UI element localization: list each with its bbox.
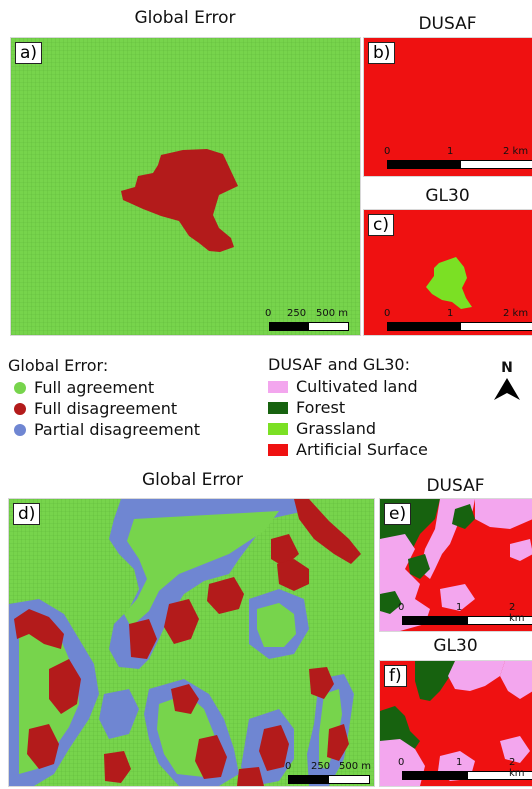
map-d-svg bbox=[9, 499, 374, 786]
panel-label-b: b) bbox=[368, 42, 396, 64]
full-agreement-swatch bbox=[14, 381, 26, 394]
legend-item-label: Full agreement bbox=[34, 378, 155, 397]
scale-label-a-0: 0 bbox=[265, 308, 272, 319]
full-disagreement-swatch bbox=[14, 402, 26, 415]
map-panel-c-gl30: c) 0 1 2 km bbox=[363, 209, 532, 336]
cultivated-swatch bbox=[268, 380, 288, 393]
scale-label-f-2: 2 km bbox=[509, 757, 525, 779]
scale-bar-e bbox=[402, 616, 532, 625]
map-panel-b-dusaf: b) 0 1 2 km bbox=[363, 37, 532, 177]
legend-item-full-agreement: Full agreement bbox=[14, 377, 258, 398]
scale-label-b-2: 2 km bbox=[503, 146, 529, 157]
scale-label-e-2: 2 km bbox=[509, 602, 525, 624]
scale-bar-f bbox=[402, 771, 532, 780]
title-global-error-top: Global Error bbox=[134, 8, 236, 28]
map-panel-d-global-error: d) bbox=[8, 498, 375, 787]
panel-label-a: a) bbox=[15, 42, 43, 64]
legend-item-cultivated: Cultivated land bbox=[268, 376, 468, 397]
scale-bar-d bbox=[288, 775, 370, 784]
panel-label-d: d) bbox=[13, 503, 41, 525]
map-a-svg bbox=[11, 38, 360, 335]
scale-label-f-1: 1 bbox=[456, 757, 463, 768]
north-arrow-label: N bbox=[501, 360, 513, 376]
legend-item-label: Cultivated land bbox=[296, 377, 418, 396]
title-gl30-top: GL30 bbox=[425, 186, 470, 206]
scale-label-d-2: 500 m bbox=[339, 761, 372, 772]
title-gl30-bottom: GL30 bbox=[433, 636, 478, 656]
legend-item-forest: Forest bbox=[268, 397, 468, 418]
scale-label-f-0: 0 bbox=[398, 757, 405, 768]
scale-label-c-1: 1 bbox=[447, 308, 454, 319]
legend-item-artificial: Artificial Surface bbox=[268, 439, 468, 460]
panel-label-e: e) bbox=[384, 503, 412, 525]
north-arrow-icon bbox=[494, 378, 520, 400]
title-dusaf-top: DUSAF bbox=[418, 14, 477, 34]
legend-item-label: Full disagreement bbox=[34, 399, 178, 418]
map-e-svg bbox=[380, 499, 532, 631]
forest-swatch bbox=[268, 401, 288, 414]
legend-item-label: Artificial Surface bbox=[296, 440, 428, 459]
map-panel-e-dusaf: e) 0 1 2 km bbox=[379, 498, 532, 632]
partial-disagreement-swatch bbox=[14, 423, 26, 436]
title-global-error-bottom: Global Error bbox=[141, 470, 244, 490]
legend-item-label: Forest bbox=[296, 398, 346, 417]
legend-land-cover: DUSAF and GL30: Cultivated land Forest G… bbox=[268, 355, 468, 460]
full-disagreement-area bbox=[121, 149, 238, 252]
legend-item-label: Partial disagreement bbox=[34, 420, 201, 439]
scale-label-b-1: 1 bbox=[447, 146, 454, 157]
legend-land-cover-title: DUSAF and GL30: bbox=[268, 355, 410, 374]
title-dusaf-bottom: DUSAF bbox=[426, 476, 485, 496]
map-c-svg bbox=[426, 257, 472, 309]
scale-label-e-0: 0 bbox=[398, 602, 405, 613]
map-panel-a-global-error: a) 0 250 500 m bbox=[10, 37, 361, 336]
scale-label-e-1: 1 bbox=[456, 602, 463, 613]
legend-global-error-title: Global Error: bbox=[8, 356, 109, 375]
panel-label-f: f) bbox=[384, 665, 407, 687]
scale-label-c-0: 0 bbox=[384, 308, 391, 319]
legend-item-grassland: Grassland bbox=[268, 418, 468, 439]
scale-label-a-1: 250 bbox=[287, 308, 307, 319]
scale-label-d-1: 250 bbox=[311, 761, 331, 772]
artificial-swatch bbox=[268, 443, 288, 456]
grassland-area bbox=[426, 257, 472, 309]
scale-bar-c bbox=[387, 322, 532, 331]
dusaf-land-cover bbox=[380, 499, 532, 631]
scale-label-c-2: 2 km bbox=[503, 308, 529, 319]
legend-item-label: Grassland bbox=[296, 419, 376, 438]
scale-bar-a bbox=[269, 322, 349, 331]
panel-label-c: c) bbox=[368, 214, 394, 236]
legend-item-full-disagreement: Full disagreement bbox=[14, 398, 258, 419]
scale-bar-b bbox=[387, 160, 532, 169]
full-disagreement-areas bbox=[14, 499, 361, 786]
legend-item-partial-disagreement: Partial disagreement bbox=[14, 419, 258, 440]
map-panel-f-gl30: f) 0 1 2 km bbox=[379, 660, 532, 787]
scale-label-d-0: 0 bbox=[285, 761, 292, 772]
scale-label-a-2: 500 m bbox=[316, 308, 349, 319]
grassland-swatch bbox=[268, 422, 288, 435]
north-arrow: N bbox=[492, 360, 522, 406]
legend-global-error: Global Error: Full agreement Full disagr… bbox=[8, 356, 258, 440]
scale-label-b-0: 0 bbox=[384, 146, 391, 157]
